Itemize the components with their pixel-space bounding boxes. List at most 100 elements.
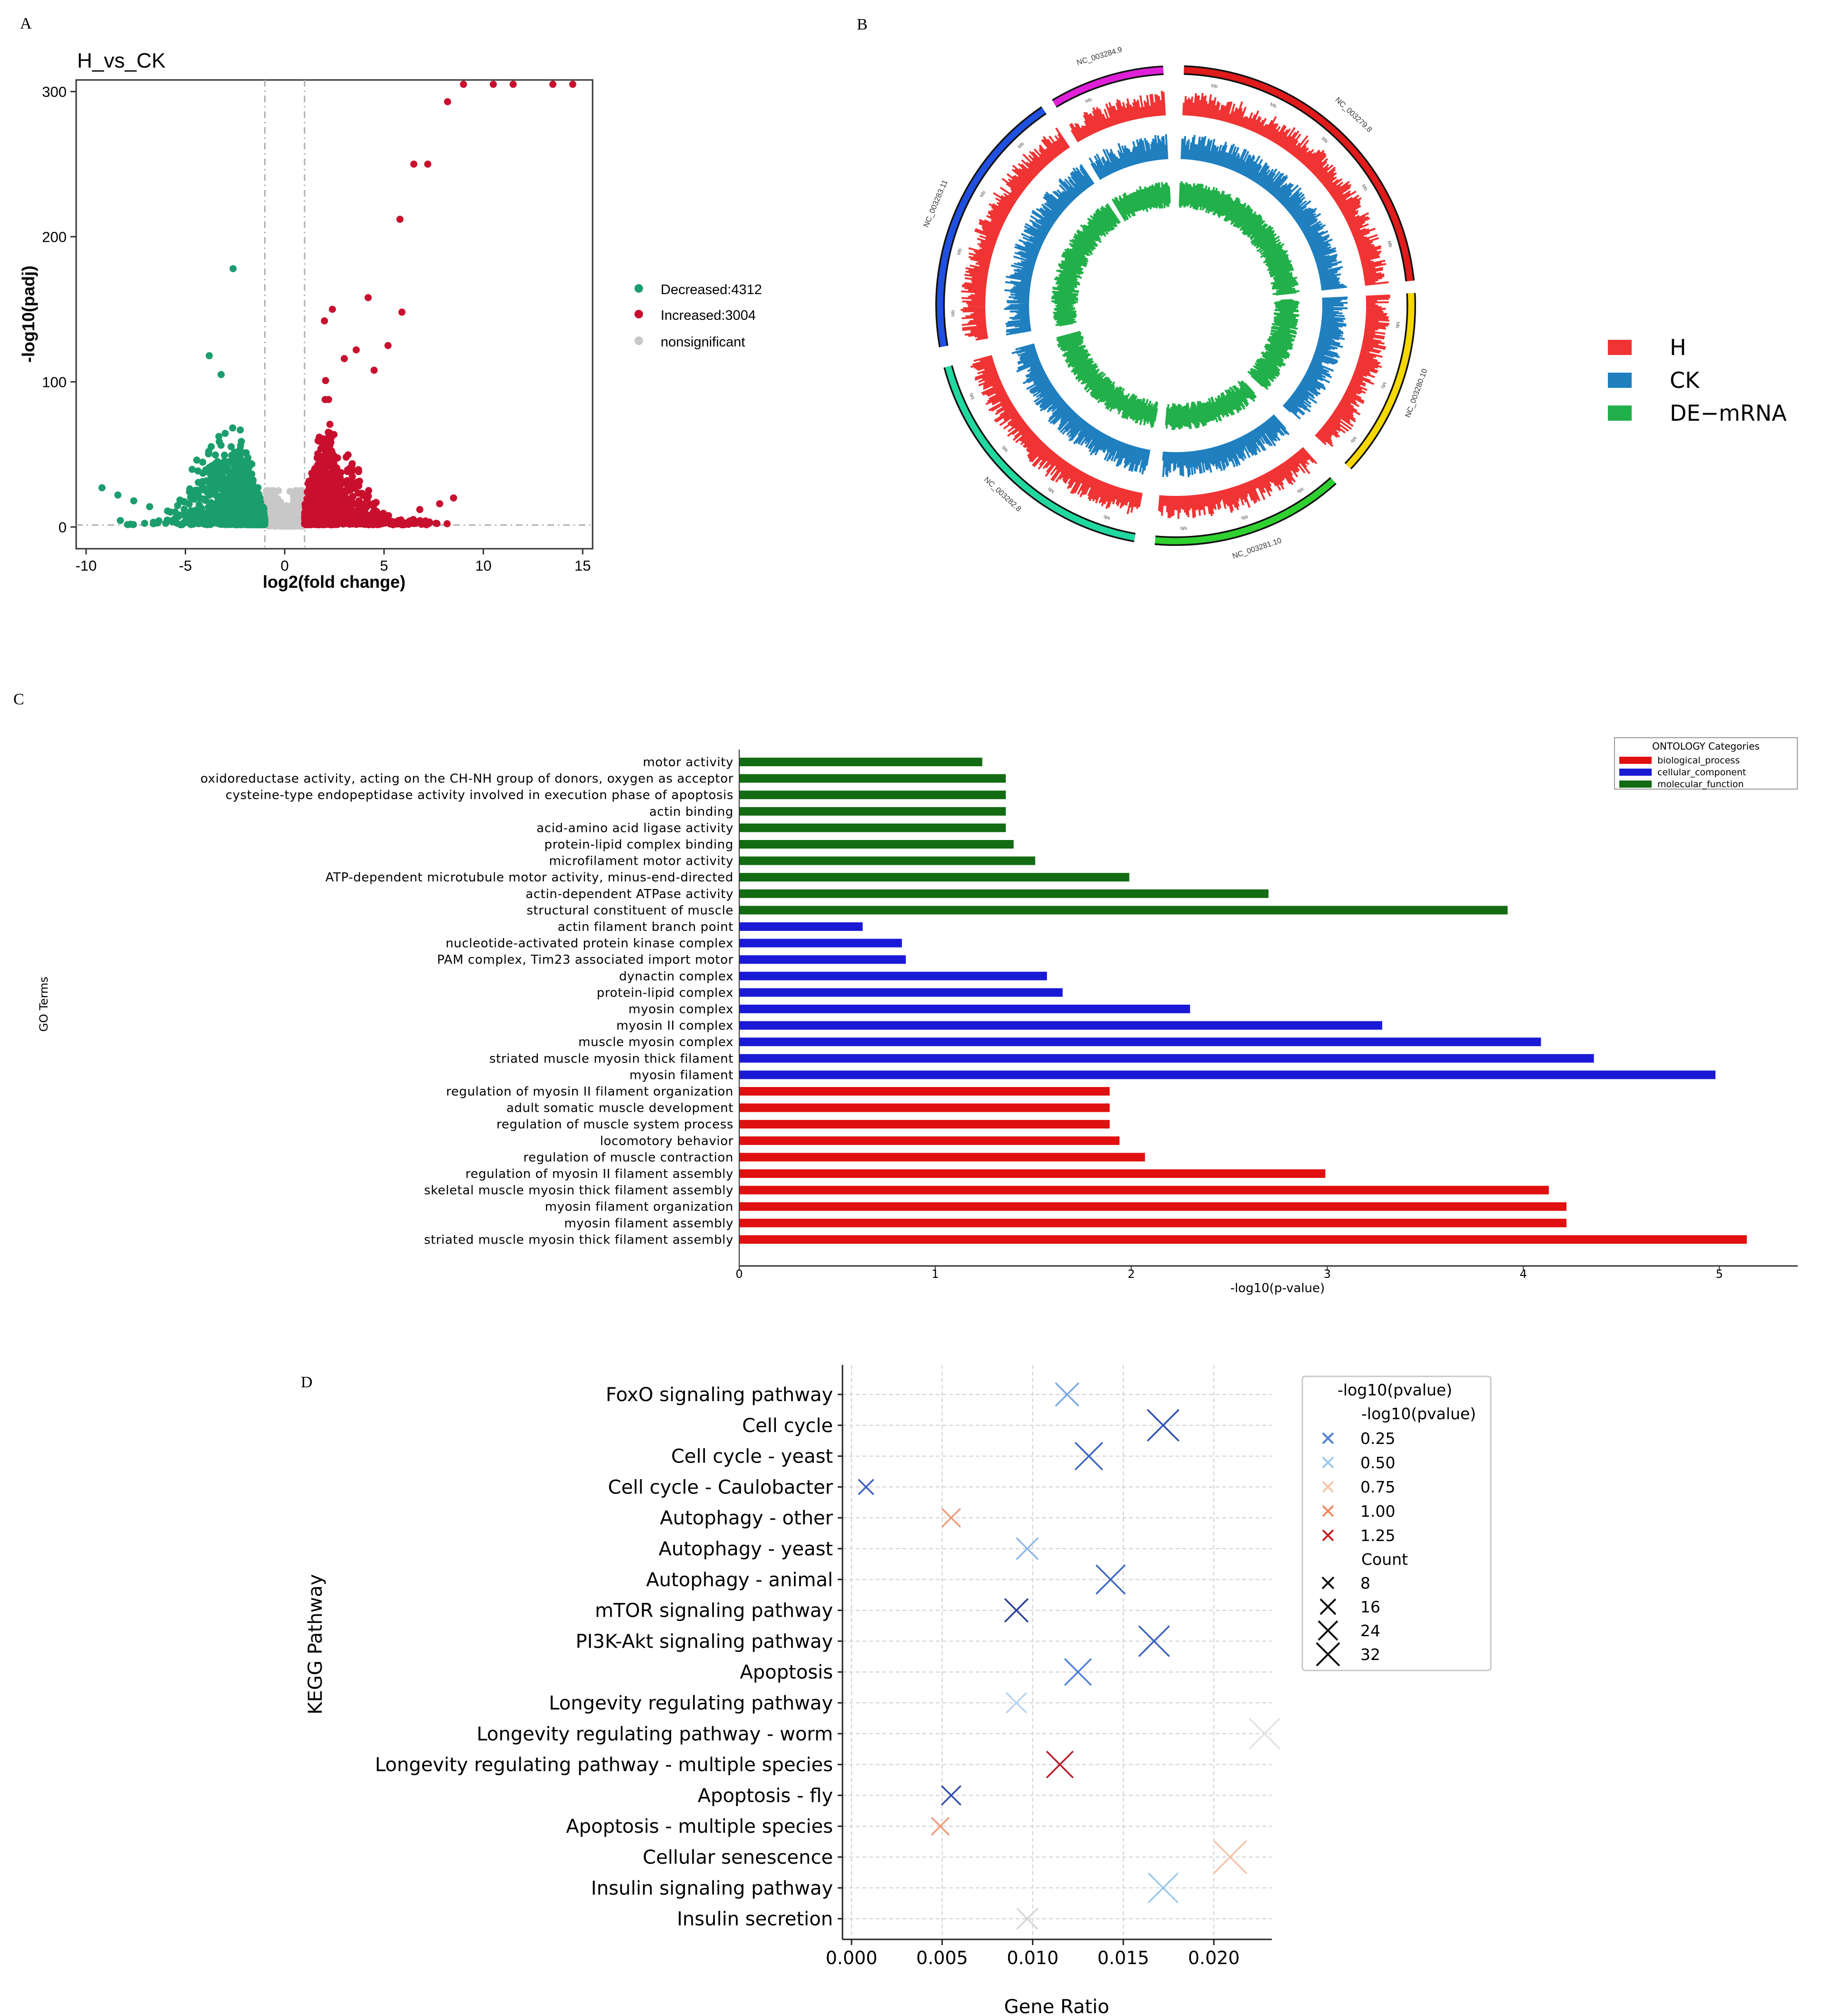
volcano-point-ns [267, 522, 275, 530]
volcano-y-tick-label: 200 [42, 228, 67, 245]
circos-tick-label: Mb [1349, 435, 1357, 444]
volcano-point-increased [369, 521, 377, 529]
panel-label-b: B [857, 16, 868, 33]
go-x-tick-label: 4 [1520, 1267, 1527, 1281]
volcano-point-decreased [237, 426, 244, 434]
go-term-label: actin-dependent ATPase activity [525, 887, 733, 901]
volcano-point-increased [397, 516, 405, 524]
go-bar [739, 1070, 1716, 1079]
volcano-point-increased [329, 466, 337, 474]
go-x-tick-label: 2 [1128, 1267, 1135, 1281]
volcano-point-decreased [195, 519, 202, 527]
volcano-x-tick-label: -5 [179, 557, 192, 574]
volcano-point-decreased [229, 492, 237, 500]
volcano-point-increased [325, 483, 332, 490]
go-legend-label-cc: cellular_component [1657, 767, 1746, 778]
go-bar [739, 1021, 1382, 1030]
go-term-label: structural constituent of muscle [526, 903, 733, 918]
volcano-point-decreased [199, 469, 207, 477]
volcano-point-decreased [256, 514, 264, 522]
circos-tracks: NC_003279.8 Mb Mb Mb Mb Mb NC_003280.10 Mb Mb Mb N… [922, 46, 1429, 561]
kegg-x-tick-label: 0.005 [916, 1947, 968, 1968]
volcano-point-decreased [117, 517, 124, 524]
go-bar [739, 1005, 1190, 1013]
go-term-label: microfilament motor activity [549, 854, 733, 869]
circos-tick-label: Mb [1240, 514, 1248, 521]
volcano-point-increased [330, 473, 337, 480]
volcano-point-increased [359, 491, 367, 499]
volcano-point-increased [308, 469, 316, 477]
volcano-y-label: -log10(padj) [19, 266, 38, 363]
volcano-point-ns [269, 493, 277, 500]
volcano-x-tick-label: -10 [75, 557, 97, 574]
kegg-x-tick-label: 0.015 [1098, 1947, 1149, 1968]
volcano-point-decreased [247, 487, 254, 494]
go-term-label: striated muscle myosin thick filament as… [424, 1233, 733, 1247]
volcano-point-increased [334, 513, 342, 520]
go-legend-swatch-cc [1619, 769, 1652, 776]
volcano-point-increased [388, 521, 396, 528]
go-y-label: GO Terms [37, 977, 50, 1032]
volcano-point-increased [348, 494, 356, 502]
go-bar [739, 988, 1063, 997]
volcano-point-increased [334, 520, 342, 527]
volcano-point-increased [327, 452, 334, 459]
circos-chromosome-label: NC_003284.9 [1076, 46, 1123, 67]
go-term-label: protein-lipid complex binding [544, 838, 733, 852]
volcano-point-decreased [206, 479, 213, 486]
volcano-point-ns [296, 502, 304, 509]
volcano-point-decreased [187, 507, 195, 515]
volcano-plot: H_vs_CK -10 -5 0 5 10 15 0 100 200 300 log2(fold … [19, 49, 762, 592]
kegg-x-tick-label: 0.000 [826, 1947, 878, 1968]
go-bar [739, 758, 982, 766]
kegg-legend-size-label: 8 [1360, 1574, 1370, 1592]
volcano-point-increased [337, 502, 344, 510]
volcano-point-decreased [181, 498, 188, 506]
legend-label-DE-mRNA: DE−mRNA [1670, 400, 1787, 426]
kegg-pathway-label: Insulin secretion [677, 1908, 833, 1930]
go-legend-swatch-bp [1619, 757, 1652, 764]
volcano-point-decreased [247, 521, 254, 528]
circos-tick-label: Mb [951, 310, 956, 317]
volcano-point-increased [351, 500, 359, 508]
circos-tick-label: Mb [1103, 514, 1111, 521]
go-x-tick-label: 1 [931, 1267, 939, 1281]
go-term-label: oxidoreductase activity, acting on the C… [200, 772, 733, 786]
volcano-point-decreased [211, 460, 219, 468]
volcano-point-decreased [229, 265, 237, 272]
go-term-label: nucleotide-activated protein kinase comp… [446, 937, 733, 951]
volcano-point-decreased [174, 502, 181, 509]
volcano-point-decreased [130, 497, 138, 504]
volcano-point-increased [322, 513, 330, 520]
legend-label-nonsignificant: nonsignificant [661, 335, 745, 350]
circos-chromosome-label: NC_003279.8 [1333, 96, 1373, 134]
volcano-point-decreased [189, 520, 197, 528]
go-term-label: myosin filament assembly [564, 1216, 733, 1231]
volcano-point-decreased [245, 472, 252, 479]
go-term-label: cysteine-type endopeptidase activity inv… [226, 788, 733, 802]
go-term-label: dynactin complex [619, 969, 733, 984]
volcano-point-increased [307, 484, 315, 492]
go-bar [739, 1235, 1747, 1244]
volcano-point-ns [275, 487, 282, 494]
kegg-pathway-label: Autophagy - yeast [659, 1538, 833, 1560]
volcano-point-increased [398, 308, 406, 316]
volcano-point-increased [322, 520, 329, 528]
kegg-point [1016, 1537, 1039, 1560]
kegg-pathway-label: FoxO signaling pathway [606, 1384, 833, 1406]
circos-tick-label: Mb [1395, 321, 1400, 328]
go-bar [739, 1087, 1110, 1096]
volcano-point-increased [424, 160, 432, 168]
kegg-axes: 0.000 0.005 0.010 0.015 0.020 [826, 1365, 1272, 1968]
kegg-legend-title-size: Count [1361, 1550, 1408, 1569]
circos-tick-label: Mb [1047, 486, 1055, 494]
kegg-legend-size-label: 24 [1360, 1621, 1380, 1640]
volcano-point-decreased [196, 494, 204, 502]
kegg-pathway-label: Autophagy - animal [646, 1569, 833, 1591]
legend-swatch-nonsignificant [634, 336, 643, 345]
go-bar [739, 774, 1006, 783]
volcano-point-increased [549, 80, 557, 88]
volcano-point-increased [334, 454, 341, 462]
volcano-point-decreased [217, 511, 225, 518]
